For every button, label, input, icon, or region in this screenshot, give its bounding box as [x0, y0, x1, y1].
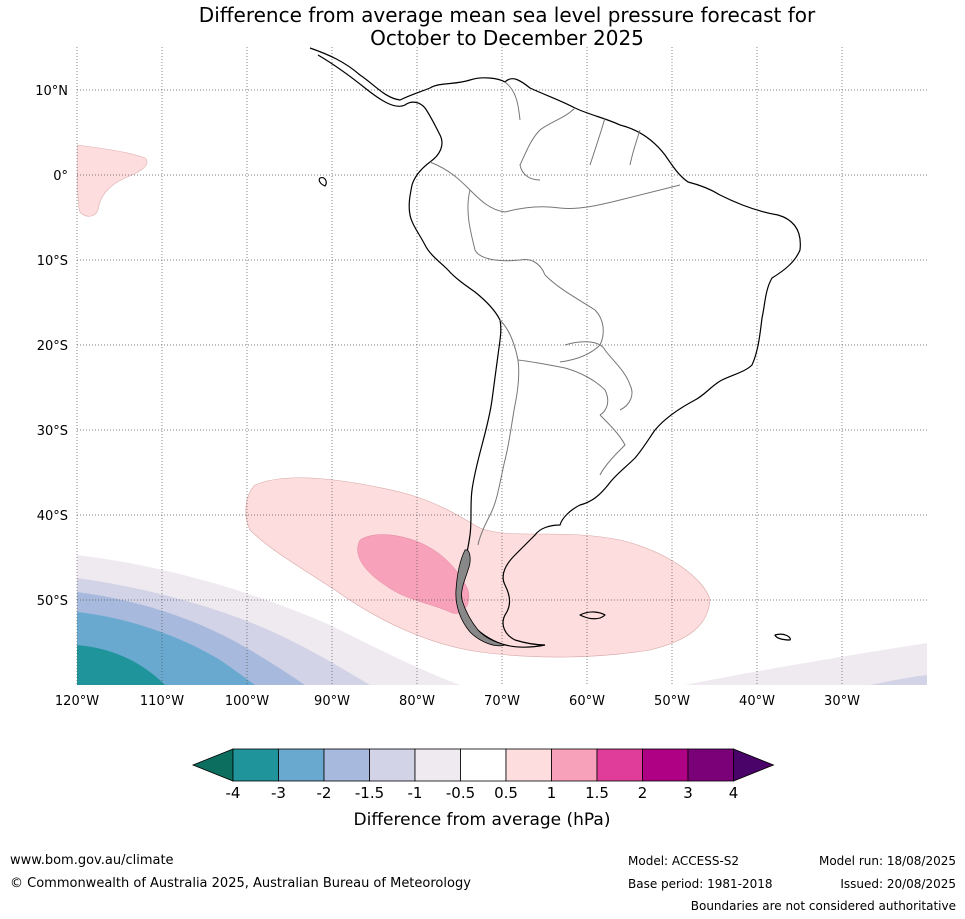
footer-disclaimer: Boundaries are not considered authoritat… [690, 899, 956, 913]
footer-website: www.bom.gov.au/climate [10, 853, 174, 868]
colorbar-segment [323, 748, 370, 782]
lat-label-0: 0° [53, 169, 68, 184]
footer-copyright: © Commonwealth of Australia 2025, Austra… [10, 876, 471, 891]
colorbar-tick-label: -3 [271, 784, 286, 802]
title-line-1: Difference from average mean sea level p… [198, 3, 816, 27]
lon-label-30w: 30°W [824, 694, 860, 709]
colorbar-segment [232, 748, 279, 782]
footer-model: Model: ACCESS-S2 [628, 854, 740, 868]
colorbar-segment [505, 748, 552, 782]
lat-label-10n: 10°N [35, 84, 68, 99]
latitude-labels: 10°N 0° 10°S 20°S 30°S 40°S 50°S [35, 84, 68, 609]
title-line-2: October to December 2025 [370, 26, 644, 50]
chart-title: Difference from average mean sea level p… [0, 4, 965, 50]
lat-label-10s: 10°S [37, 254, 68, 269]
lon-label-40w: 40°W [739, 694, 775, 709]
colorbar-tick-label: 1.5 [585, 784, 609, 802]
colorbar-tick-label: 2 [638, 784, 648, 802]
anomaly-area-minus-0-5-east [685, 643, 927, 685]
colorbar-extend-low [191, 748, 234, 782]
lon-label-60w: 60°W [569, 694, 605, 709]
lon-label-100w: 100°W [225, 694, 269, 709]
colorbar-segment [687, 748, 734, 782]
graticule [76, 47, 927, 685]
lat-label-20s: 20°S [37, 339, 68, 354]
colorbar-segment [460, 748, 507, 782]
anomaly-area-minus-3 [77, 645, 165, 685]
anomaly-area-plus-0-5-equator [77, 144, 148, 217]
country-borders [429, 81, 681, 546]
colorbar-extend-high [733, 748, 775, 782]
colorbar-tick-label: -0.5 [446, 784, 475, 802]
lon-label-80w: 80°W [399, 694, 435, 709]
lon-label-90w: 90°W [314, 694, 350, 709]
longitude-labels: 120°W 110°W 100°W 90°W 80°W 70°W 60°W 50… [55, 694, 860, 709]
lat-label-30s: 30°S [37, 424, 68, 439]
colorbar-segment [642, 748, 689, 782]
colorbar-title: Difference from average (hPa) [354, 810, 611, 830]
colorbar-segment [414, 748, 461, 782]
lon-label-70w: 70°W [484, 694, 520, 709]
lon-label-110w: 110°W [140, 694, 184, 709]
anomaly-shading [77, 144, 927, 685]
lon-label-50w: 50°W [654, 694, 690, 709]
colorbar-tick-labels: -4 -3 -2 -1.5 -1 -0.5 0.5 1 1.5 2 3 4 [226, 784, 739, 802]
footer-model-run: Model run: 18/08/2025 [818, 854, 956, 868]
colorbar-tick-label: -2 [317, 784, 332, 802]
colorbar-tick-label: -1 [408, 784, 423, 802]
colorbar [191, 748, 775, 782]
colorbar-segment [596, 748, 643, 782]
colorbar-tick-label: 1 [547, 784, 557, 802]
colorbar-tick-label: 0.5 [494, 784, 518, 802]
lat-label-40s: 40°S [37, 509, 68, 524]
colorbar-tick-label: 3 [683, 784, 693, 802]
anomaly-area-plus-1 [357, 534, 470, 614]
chilean-archipelago [455, 549, 507, 647]
colorbar-segment [278, 748, 325, 782]
footer-base-period: Base period: 1981-2018 [628, 877, 773, 891]
colorbar-tick-label: -1.5 [355, 784, 384, 802]
lat-label-50s: 50°S [37, 594, 68, 609]
footer-issued: Issued: 20/08/2025 [840, 877, 956, 891]
colorbar-segment [551, 748, 598, 782]
colorbar-segment [369, 748, 416, 782]
colorbar-tick-label: -4 [226, 784, 241, 802]
colorbar-tick-label: 4 [729, 784, 739, 802]
anomaly-area-minus-1-east [870, 675, 927, 685]
lon-label-120w: 120°W [55, 694, 99, 709]
